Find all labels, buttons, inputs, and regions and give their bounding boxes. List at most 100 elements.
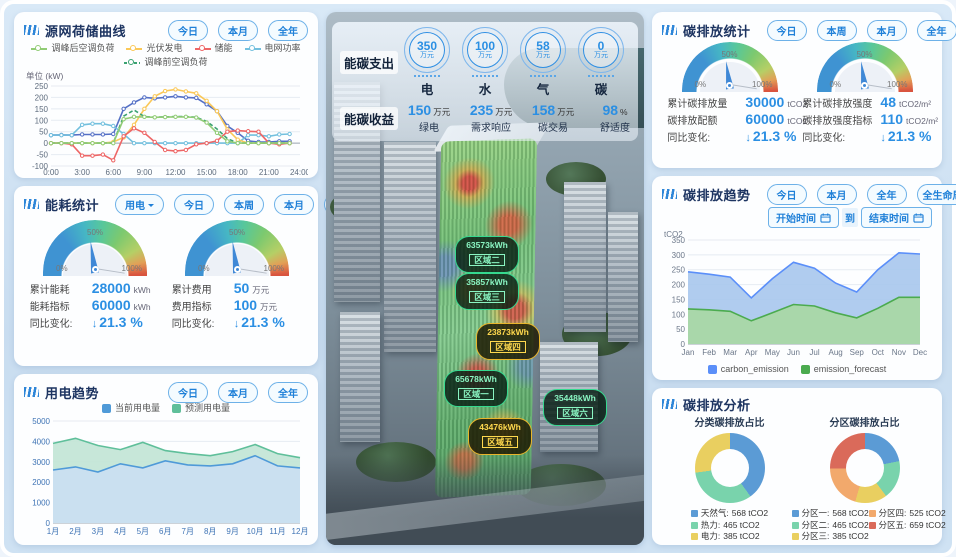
x-tick-label: Sep: [850, 348, 865, 357]
expense-name: 碳: [594, 83, 608, 97]
legend-label: 天然气:: [700, 508, 729, 518]
data-point: [162, 140, 168, 146]
carbon-year-button[interactable]: 全年: [916, 19, 956, 41]
zone-label-区域三[interactable]: 35857kWh 区域三: [455, 273, 519, 310]
expense-item: 350 万元电: [399, 27, 455, 98]
legend-item[interactable]: 储能: [194, 42, 233, 55]
chevron-down-icon: [148, 203, 155, 210]
gauge-tick-100: 100%: [263, 264, 284, 273]
data-point: [287, 140, 292, 146]
data-point: [162, 114, 168, 120]
data-point: [121, 106, 126, 112]
power-curve-month-button[interactable]: 本月: [218, 19, 258, 41]
x-tick-label: Apr: [745, 348, 758, 357]
income-item: 98% 舒适度: [584, 102, 644, 134]
legend-item[interactable]: 热力: 465 tCO2: [690, 520, 768, 532]
stat-ring-inner: 100 万元: [466, 32, 503, 68]
series-line-当前用电量: [52, 454, 301, 473]
start-date-picker[interactable]: 开始时间: [768, 207, 839, 228]
legend-item[interactable]: 调峰后空调负荷: [31, 42, 114, 55]
dotted-underline: [529, 75, 556, 77]
legend-item[interactable]: 分区五: 659 tCO2: [868, 520, 946, 532]
usage-year-button[interactable]: 全年: [268, 381, 308, 403]
energy-today-button[interactable]: 今日: [174, 193, 215, 215]
carbon-month-button[interactable]: 本月: [866, 19, 907, 41]
stat-value: 21.3 %: [99, 314, 143, 330]
y-tick-label: 5000: [32, 417, 50, 426]
gauge-tick-0: 0%: [694, 80, 707, 89]
zone-label-区域四[interactable]: 23873kWh 区域四: [476, 323, 540, 360]
y-tick-label: 300: [672, 251, 686, 260]
legend-item[interactable]: 天然气: 568 tCO2: [690, 508, 768, 520]
carbon-today-button[interactable]: 今日: [766, 19, 807, 41]
data-point: [277, 140, 282, 146]
trend-month-button[interactable]: 本月: [816, 183, 857, 205]
dotted-underline: [414, 75, 440, 77]
y-tick-label: 100: [672, 310, 686, 319]
trend-today-button[interactable]: 今日: [766, 183, 807, 205]
legend-item[interactable]: emission_forecast: [800, 363, 886, 376]
gauge-tick-0: 0%: [829, 80, 842, 89]
usage-month-button[interactable]: 本月: [218, 381, 258, 403]
building-view: 能碳支出 350 万元电 100 万元水 58 万元气 0 万元碳 能碳收益 150 万元 绿电 2…: [326, 12, 644, 545]
legend-item[interactable]: 分区四: 525 tCO2: [868, 508, 946, 520]
data-point: [121, 116, 126, 122]
data-point: [152, 139, 157, 145]
data-point: [225, 139, 230, 144]
gauge: 0% 50% 100%: [816, 42, 913, 92]
stat-value: 60000: [745, 111, 785, 127]
legend-item[interactable]: 预测用电量: [172, 402, 230, 415]
energy-month-button[interactable]: 本月: [274, 193, 315, 215]
expense-unit: 万元: [535, 51, 550, 59]
data-point: [100, 140, 106, 146]
x-tick-label: 18:00: [228, 168, 249, 177]
series-line-调峰前空调负荷: [51, 109, 290, 144]
data-point: [287, 131, 292, 137]
legend-item[interactable]: 调峰前空调负荷: [124, 56, 208, 69]
y-tick-label: 50: [676, 325, 685, 334]
legend-line-icon: [194, 44, 211, 53]
expense-name: 水: [478, 83, 492, 97]
stat-label: 碳排放配额: [667, 116, 718, 127]
legend-item[interactable]: 分区三: 385 tCO2: [791, 531, 869, 543]
zone-label-区域六[interactable]: 35448kWh 区域六: [543, 389, 607, 426]
stat-ring: 0 万元: [577, 27, 624, 73]
x-tick-label: Mar: [723, 348, 737, 357]
legend-item[interactable]: 电网功率: [244, 42, 301, 55]
zone-label-区域一[interactable]: 65678kWh 区域一: [444, 370, 508, 407]
zone-value: 35857kWh: [466, 277, 508, 287]
data-point: [256, 140, 261, 146]
legend-label: 电网功率: [264, 43, 301, 53]
zone-label-区域五[interactable]: 43476kWh 区域五: [468, 418, 532, 455]
power-curve-today-button[interactable]: 今日: [168, 19, 208, 41]
category-donut-chart: [694, 433, 765, 503]
data-point: [79, 140, 85, 146]
usage-today-button[interactable]: 今日: [168, 381, 208, 403]
power-curve-legend: 调峰后空调负荷 光伏发电 储能 电网功率调峰前空调负荷: [24, 42, 308, 69]
y-tick-label: 50: [39, 128, 48, 137]
power-curve-year-button[interactable]: 全年: [268, 19, 308, 41]
legend-item[interactable]: 光伏发电: [126, 42, 183, 55]
legend-item[interactable]: 分区一: 568 tCO2: [791, 508, 869, 520]
gauge-hub: [726, 82, 733, 89]
income-unit: 万元: [557, 107, 575, 117]
gauge-tick-100: 100%: [121, 264, 142, 273]
carbon-trend-chart: 350 300 250 200 150 100 50 0 tCO2 Jan Feb Mar Apr May…: [664, 230, 927, 357]
stat-ring: 350 万元: [404, 27, 450, 73]
y-tick-label: -50: [36, 151, 48, 160]
legend-item[interactable]: 当前用电量: [101, 402, 160, 415]
gauge-hub: [233, 266, 241, 273]
zone-label-区域二[interactable]: 63573kWh 区域二: [455, 236, 519, 273]
data-point: [131, 100, 137, 105]
end-date-picker[interactable]: 结束时间: [861, 207, 932, 228]
y-tick-label: -100: [32, 162, 49, 171]
trend-lifecycle-button[interactable]: 全生命周期: [916, 183, 956, 205]
trend-year-button[interactable]: 全年: [866, 183, 907, 205]
energy-week-button[interactable]: 本周: [224, 193, 265, 215]
carbon-week-button[interactable]: 本周: [816, 19, 857, 41]
legend-item[interactable]: 电力: 385 tCO2: [690, 531, 768, 543]
energy-type-dropdown[interactable]: 用电: [115, 193, 165, 215]
legend-item[interactable]: carbon_emission: [707, 363, 789, 376]
legend-item[interactable]: 分区二: 465 tCO2: [791, 520, 869, 532]
gauge-tick-50: 50%: [856, 50, 873, 59]
